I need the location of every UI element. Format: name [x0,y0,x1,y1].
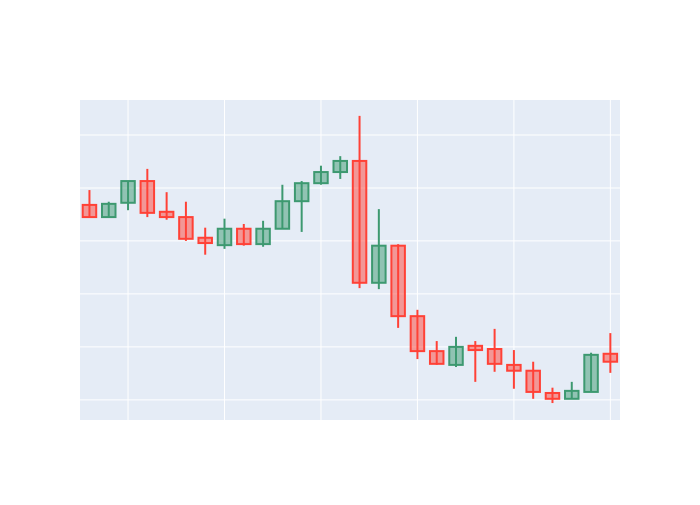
candle-body [100,202,117,219]
candle-body [351,159,368,284]
candle-body [197,236,213,245]
candle-body [448,345,464,366]
candle-body [371,244,387,284]
candle-body [525,369,541,393]
candle-body [564,389,580,400]
candle-body [467,344,484,352]
candle-body [178,216,194,240]
candle-body [544,391,561,400]
candle-body [139,180,156,214]
candle-body [236,227,252,246]
candle-body [274,200,291,230]
plot-area [80,100,620,420]
candle-body [158,210,175,219]
candle-body [216,227,233,247]
candle-body [313,171,329,185]
candle-body [120,180,136,204]
candle-body [81,203,98,219]
candle-body [602,352,619,363]
candle-body [293,182,310,203]
candle-body [506,363,522,372]
candle-body [583,353,599,393]
candle-body [409,315,426,353]
candle-body [255,227,271,246]
candle-body [390,244,406,318]
candle-body [332,159,349,174]
candle-body [428,350,445,365]
candle-body [486,348,503,365]
